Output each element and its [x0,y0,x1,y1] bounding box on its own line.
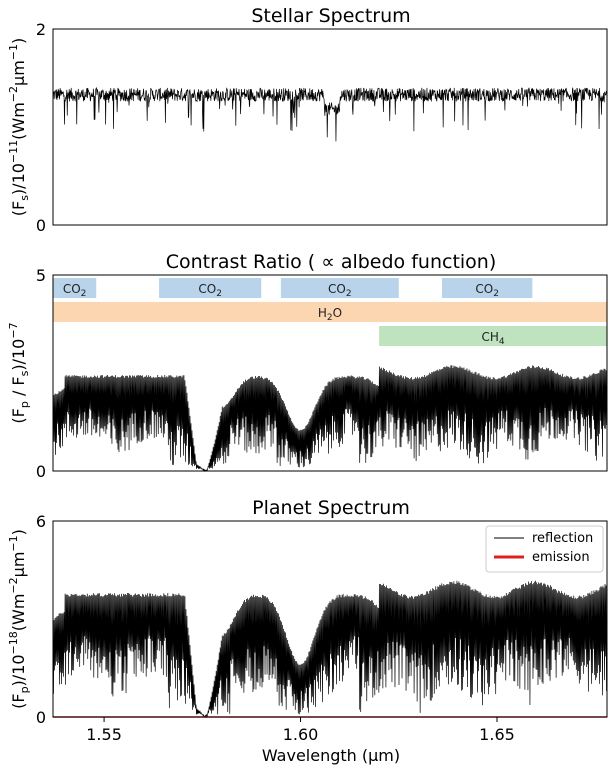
molecule-band [53,278,97,298]
planet-ylabel-p8: ) [9,529,28,535]
planet-axes-frame [52,520,608,718]
planet-ylabel-p7: −1 [7,535,20,551]
molecule-band [159,278,262,298]
panel-stellar: Stellar Spectrum 2 0 (Fs)/10−11(Wm−2μm−1… [7,5,608,235]
planet-ytick-bottom: 0 [36,708,46,727]
planet-ylabel-p1: p [18,686,31,693]
stellar-series-line [52,86,608,142]
contrast-ytick-top: 5 [36,266,46,285]
stellar-axes-frame [52,28,608,226]
legend-reflection-label: reflection [532,531,593,546]
contrast-bands: CO2 CO2 CO2 CO2 H2O CH4 [53,278,607,347]
molecule-band-label: CH4 [481,330,504,347]
contrast-axes-frame [52,274,608,472]
planet-ylabel-p4: (Wm [9,594,28,632]
contrast-ylabel: (Fp / Fs)/10−7 [7,322,31,423]
contrast-title: Contrast Ratio ( ∝ albedo function) [166,251,497,273]
stellar-ylabel-p6: μm [9,60,28,86]
planet-ylabel-p0: (F [9,693,28,708]
stellar-ylabel-p8: ) [9,38,28,44]
planet-plot-area [52,580,608,719]
stellar-ylabel: (Fs)/10−11(Wm−2μm−1) [7,38,31,217]
contrast-ylabel-p4: )/10 [9,339,28,371]
stellar-ylabel-p5: −2 [7,86,20,102]
panel-contrast: Contrast Ratio ( ∝ albedo function) CO2 C… [7,251,608,481]
legend-emission-label: emission [532,550,590,565]
stellar-ylabel-p3: −11 [7,140,20,163]
contrast-ylabel-p0: (F [9,408,28,423]
planet-xticks: 1.55 1.60 1.65 [86,717,515,744]
planet-ylabel-p3: −18 [7,631,20,654]
stellar-ylabel-p0: (F [9,201,28,216]
molecule-band-label: CO2 [63,282,87,299]
contrast-ytick-bottom: 0 [36,462,46,481]
x-tick-label: 1.55 [86,725,122,744]
stellar-plot-area [52,86,608,142]
stellar-ylabel-p4: (Wm [9,102,28,140]
stellar-ytick-bottom: 0 [36,216,46,235]
planet-ylabel: (Fp)/10−18(Wm−2μm−1) [7,529,31,709]
contrast-plot-area [52,365,608,473]
molecule-band [53,302,607,322]
planet-xlabel: Wavelength (μm) [262,746,400,765]
contrast-ylabel-p1: p [18,401,31,408]
x-tick-label: 1.60 [283,725,319,744]
contrast-ylabel-p2: / F [9,376,28,401]
molecule-band-label: H2O [318,306,342,323]
stellar-ylabel-p2: )/10 [9,163,28,195]
contrast-ylabel-p5: −7 [7,322,20,338]
x-tick-label: 1.65 [479,725,515,744]
contrast-ylabel-p3: s [18,370,31,376]
stellar-ylabel-p7: −1 [7,44,20,60]
molecule-band [280,278,399,298]
molecule-band [379,326,607,346]
spectrum-line [52,365,608,473]
planet-title: Planet Spectrum [252,497,410,519]
stellar-title: Stellar Spectrum [251,5,410,27]
stellar-ytick-top: 2 [36,20,46,39]
planet-ylabel-p2: )/10 [9,654,28,686]
panel-planet: Planet Spectrum 6 0 (Fp)/10−18(Wm−2μm−1)… [7,497,608,765]
stellar-ylabel-p1: s [18,195,31,201]
spectrum-line [52,580,608,719]
molecule-band [441,278,533,298]
planet-ytick-top: 6 [36,512,46,531]
molecule-band-label: CO2 [198,282,222,299]
molecule-band-label: CO2 [475,282,499,299]
planet-ylabel-p5: −2 [7,577,20,593]
molecule-band-label: CO2 [328,282,352,299]
legend: reflection emission [485,525,604,573]
planet-ylabel-p6: μm [9,552,28,578]
